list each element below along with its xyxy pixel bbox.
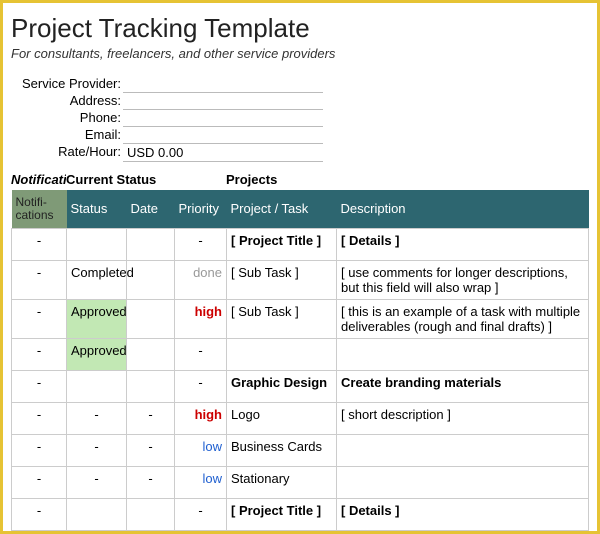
cell-notif: - <box>12 228 67 260</box>
cell-date <box>127 299 175 338</box>
table-row: --[ Project Title ][ Details ] <box>12 228 589 260</box>
cell-date: - <box>127 402 175 434</box>
table-row: -Approved- <box>12 338 589 370</box>
table-row: ---lowStationary <box>12 466 589 498</box>
table-row: ---lowBusiness Cards <box>12 434 589 466</box>
cell-status <box>67 370 127 402</box>
provider-label: Service Provider: <box>11 75 123 92</box>
rate-label: Rate/Hour: <box>11 143 123 161</box>
col-notifications: Notifi-cations <box>12 190 67 229</box>
cell-date <box>127 498 175 530</box>
cell-notif: - <box>12 299 67 338</box>
cell-priority: done <box>175 260 227 299</box>
cell-project <box>227 338 337 370</box>
address-value[interactable] <box>123 92 323 109</box>
col-priority: Priority <box>175 190 227 229</box>
email-value[interactable] <box>123 126 323 143</box>
cell-notif: - <box>12 466 67 498</box>
provider-value[interactable] <box>123 75 323 92</box>
cell-status <box>67 228 127 260</box>
col-project: Project / Task <box>227 190 337 229</box>
cell-description: Create branding materials <box>337 370 589 402</box>
cell-project: [ Sub Task ] <box>227 260 337 299</box>
email-label: Email: <box>11 126 123 143</box>
cell-notif: - <box>12 260 67 299</box>
cell-status <box>67 498 127 530</box>
cell-notif: - <box>12 370 67 402</box>
cell-priority: high <box>175 299 227 338</box>
table-row: --Graphic DesignCreate branding material… <box>12 370 589 402</box>
cell-description: [ Details ] <box>337 228 589 260</box>
cell-project: Business Cards <box>227 434 337 466</box>
phone-value[interactable] <box>123 109 323 126</box>
cell-description: [ short description ] <box>337 402 589 434</box>
cell-priority: - <box>175 228 227 260</box>
cell-description: [ this is an example of a task with mult… <box>337 299 589 338</box>
page-title: Project Tracking Template <box>11 13 589 44</box>
cell-date <box>127 338 175 370</box>
cell-notif: - <box>12 338 67 370</box>
cell-status: Approved <box>67 338 127 370</box>
cell-description <box>337 434 589 466</box>
cell-date <box>127 228 175 260</box>
cell-description: [ use comments for longer descriptions, … <box>337 260 589 299</box>
cell-status: Approved <box>67 299 127 338</box>
cell-priority: - <box>175 338 227 370</box>
project-table: Notifi-cations Status Date Priority Proj… <box>11 190 589 531</box>
cell-notif: - <box>12 402 67 434</box>
cell-project: [ Project Title ] <box>227 498 337 530</box>
cell-description: [ Details ] <box>337 498 589 530</box>
section-current-status: Current Status <box>66 172 226 190</box>
cell-date <box>127 370 175 402</box>
cell-project: Graphic Design <box>227 370 337 402</box>
cell-project: Stationary <box>227 466 337 498</box>
cell-project: [ Sub Task ] <box>227 299 337 338</box>
cell-description <box>337 466 589 498</box>
section-header-row: Notificati Current Status Projects <box>11 172 589 190</box>
cell-notif: - <box>12 434 67 466</box>
table-body: --[ Project Title ][ Details ]-Completed… <box>12 228 589 530</box>
col-description: Description <box>337 190 589 229</box>
page-subtitle: For consultants, freelancers, and other … <box>11 46 589 61</box>
col-status: Status <box>67 190 127 229</box>
table-row: -Completed done[ Sub Task ][ use comments… <box>12 260 589 299</box>
cell-priority: low <box>175 434 227 466</box>
cell-status: - <box>67 434 127 466</box>
col-date: Date <box>127 190 175 229</box>
cell-priority: - <box>175 498 227 530</box>
section-projects: Projects <box>226 172 277 190</box>
cell-status: Completed <box>67 260 127 299</box>
phone-label: Phone: <box>11 109 123 126</box>
table-row: --[ Project Title ][ Details ] <box>12 498 589 530</box>
cell-date: - <box>127 434 175 466</box>
table-header-row: Notifi-cations Status Date Priority Proj… <box>12 190 589 229</box>
rate-value[interactable]: USD 0.00 <box>123 143 323 161</box>
cell-description <box>337 338 589 370</box>
cell-priority: - <box>175 370 227 402</box>
provider-info-table: Service Provider: Address: Phone: Email:… <box>11 75 323 162</box>
cell-priority: high <box>175 402 227 434</box>
cell-status: - <box>67 466 127 498</box>
cell-date: - <box>127 466 175 498</box>
cell-notif: - <box>12 498 67 530</box>
table-row: ---highLogo[ short description ] <box>12 402 589 434</box>
section-notifications: Notificati <box>11 172 66 190</box>
address-label: Address: <box>11 92 123 109</box>
table-row: -Approved high[ Sub Task ][ this is an ex… <box>12 299 589 338</box>
cell-project: Logo <box>227 402 337 434</box>
cell-status: - <box>67 402 127 434</box>
cell-priority: low <box>175 466 227 498</box>
cell-project: [ Project Title ] <box>227 228 337 260</box>
